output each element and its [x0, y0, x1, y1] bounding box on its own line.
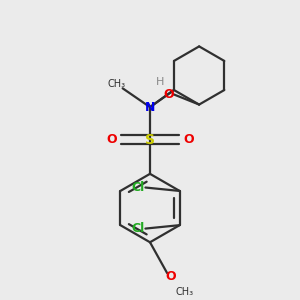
- Text: CH₃: CH₃: [175, 287, 193, 297]
- Text: S: S: [145, 133, 155, 147]
- Text: N: N: [145, 100, 155, 114]
- Text: CH₃: CH₃: [107, 79, 125, 89]
- Text: O: O: [163, 88, 174, 101]
- Text: H: H: [156, 77, 164, 87]
- Text: Cl: Cl: [131, 222, 145, 235]
- Text: O: O: [183, 133, 194, 146]
- Text: Cl: Cl: [131, 181, 145, 194]
- Text: O: O: [165, 270, 176, 283]
- Text: O: O: [106, 133, 117, 146]
